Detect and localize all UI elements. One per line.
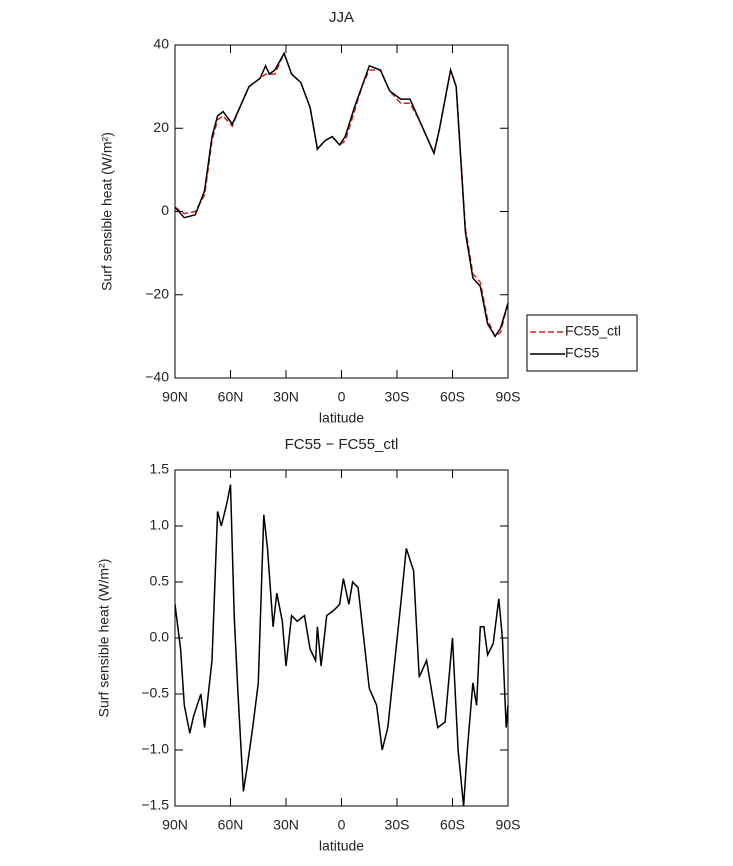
x-tick-label: 60N bbox=[218, 817, 244, 833]
x-tick-label: 60N bbox=[218, 389, 244, 405]
y-tick-label: −1.0 bbox=[141, 741, 169, 757]
x-tick-label: 60S bbox=[440, 817, 465, 833]
y-axis-label: Surf sensible heat (W/m²) bbox=[96, 559, 112, 718]
x-tick-label: 0 bbox=[338, 817, 346, 833]
y-tick-label: 0.5 bbox=[150, 573, 170, 589]
x-tick-label: 90S bbox=[496, 817, 521, 833]
data-line bbox=[174, 51, 509, 338]
y-axis-label: Surf sensible heat (W/m²) bbox=[99, 132, 115, 291]
x-axis-label: latitude bbox=[319, 838, 364, 854]
x-tick-label: 90N bbox=[162, 389, 188, 405]
x-axis-label: latitude bbox=[319, 410, 364, 426]
x-tick-label: 60S bbox=[440, 389, 465, 405]
x-tick-label: 30N bbox=[273, 817, 299, 833]
chart-title: FC55 − FC55_ctl bbox=[285, 436, 399, 453]
legend-label: FC55 bbox=[565, 345, 599, 361]
chart-title: JJA bbox=[329, 9, 354, 26]
x-tick-label: 30S bbox=[385, 389, 410, 405]
data-line bbox=[174, 484, 509, 807]
y-tick-label: −0.5 bbox=[141, 685, 169, 701]
y-tick-label: 0.0 bbox=[150, 629, 170, 645]
x-tick-label: 90N bbox=[162, 817, 188, 833]
x-tick-label: 90S bbox=[496, 389, 521, 405]
y-tick-label: 20 bbox=[153, 119, 169, 135]
x-tick-label: 0 bbox=[338, 389, 346, 405]
data-line bbox=[174, 51, 509, 338]
legend-label: FC55_ctl bbox=[565, 323, 621, 339]
x-tick-label: 30N bbox=[273, 389, 299, 405]
y-tick-label: −40 bbox=[145, 369, 169, 385]
y-tick-label: 1.5 bbox=[150, 461, 170, 477]
y-tick-label: −20 bbox=[145, 285, 169, 301]
y-tick-label: −1.5 bbox=[141, 797, 169, 813]
x-tick-label: 30S bbox=[385, 817, 410, 833]
y-tick-label: 40 bbox=[153, 36, 169, 52]
y-tick-label: 0 bbox=[161, 202, 169, 218]
legend-box bbox=[526, 314, 638, 372]
plot-frame bbox=[174, 44, 509, 379]
y-tick-label: 1.0 bbox=[150, 517, 170, 533]
